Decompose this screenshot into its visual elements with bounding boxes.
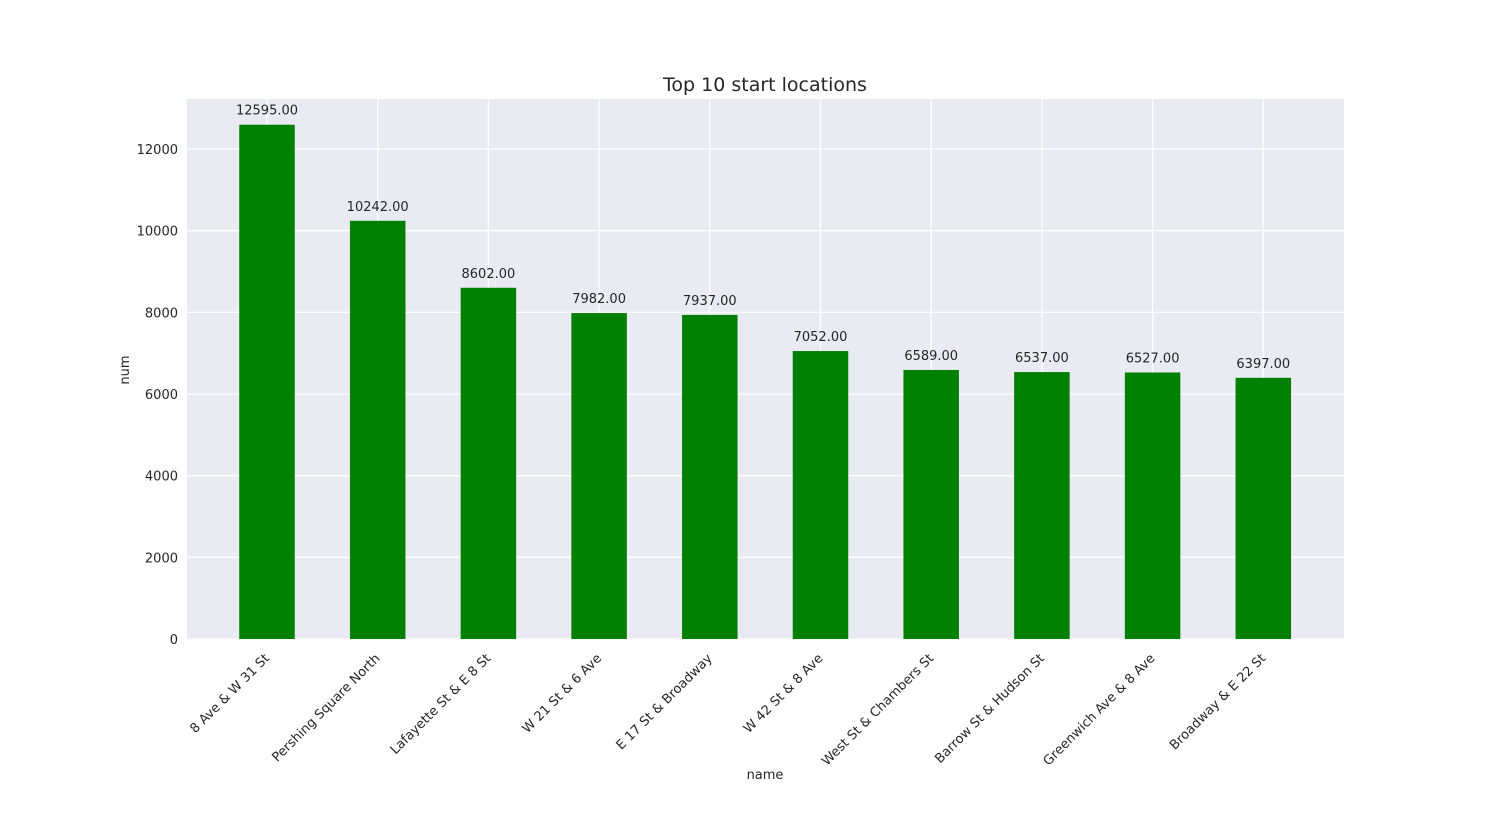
bar-value-label: 6527.00	[1126, 351, 1180, 366]
bar	[571, 313, 627, 639]
y-tick-label: 4000	[145, 470, 178, 485]
x-tick-label: W 21 St & 6 Ave	[520, 651, 605, 736]
data-labels: 12595.00 10242.00 8602.00 7982.00 7937.00 705…	[236, 104, 1290, 372]
x-tick-label: West St & Chambers St	[819, 651, 937, 769]
y-axis-label: num	[118, 355, 133, 384]
bar	[1235, 377, 1292, 639]
bar-value-label: 6397.00	[1236, 357, 1290, 372]
y-tick-label: 2000	[145, 551, 178, 566]
bar	[349, 220, 406, 639]
x-axis-label: name	[747, 768, 784, 783]
bar	[682, 314, 738, 639]
bar-value-label: 7982.00	[572, 292, 626, 307]
y-tick-label: 6000	[145, 388, 178, 403]
bar	[1014, 372, 1070, 639]
x-tick-label: Lafayette St & E 8 St	[388, 651, 495, 758]
y-tick-label: 0	[170, 633, 178, 648]
bar-value-label: 6589.00	[904, 349, 958, 364]
y-tick-label: 8000	[145, 306, 178, 321]
bar-value-label: 12595.00	[236, 104, 298, 119]
x-tick-label: Barrow St & Hudson St	[932, 651, 1047, 766]
x-tick-label: 8 Ave & W 31 St	[188, 651, 273, 736]
bar	[903, 369, 959, 639]
bar	[792, 351, 849, 639]
x-tick-label: Broadway & E 22 St	[1167, 651, 1269, 753]
x-tick-label: E 17 St & Broadway	[614, 651, 716, 753]
x-tick-label: Pershing Square North	[270, 651, 384, 765]
bar-value-label: 7052.00	[794, 330, 848, 345]
y-tick-label: 12000	[137, 143, 178, 158]
bar	[460, 287, 517, 639]
bar	[239, 124, 295, 640]
bar-value-label: 8602.00	[462, 267, 516, 282]
bar-value-label: 10242.00	[347, 200, 409, 215]
y-axis-ticks: 0 2000 4000 6000 8000 10000 12000	[137, 143, 178, 648]
x-tick-label: Greenwich Ave & 8 Ave	[1041, 651, 1159, 769]
y-tick-label: 10000	[137, 225, 178, 240]
bar	[1124, 372, 1181, 639]
bars	[239, 124, 1292, 640]
x-tick-label: W 42 St & 8 Ave	[741, 651, 826, 736]
bar-value-label: 7937.00	[683, 294, 737, 309]
bar-value-label: 6537.00	[1015, 351, 1069, 366]
chart-title: Top 10 start locations	[662, 74, 867, 96]
